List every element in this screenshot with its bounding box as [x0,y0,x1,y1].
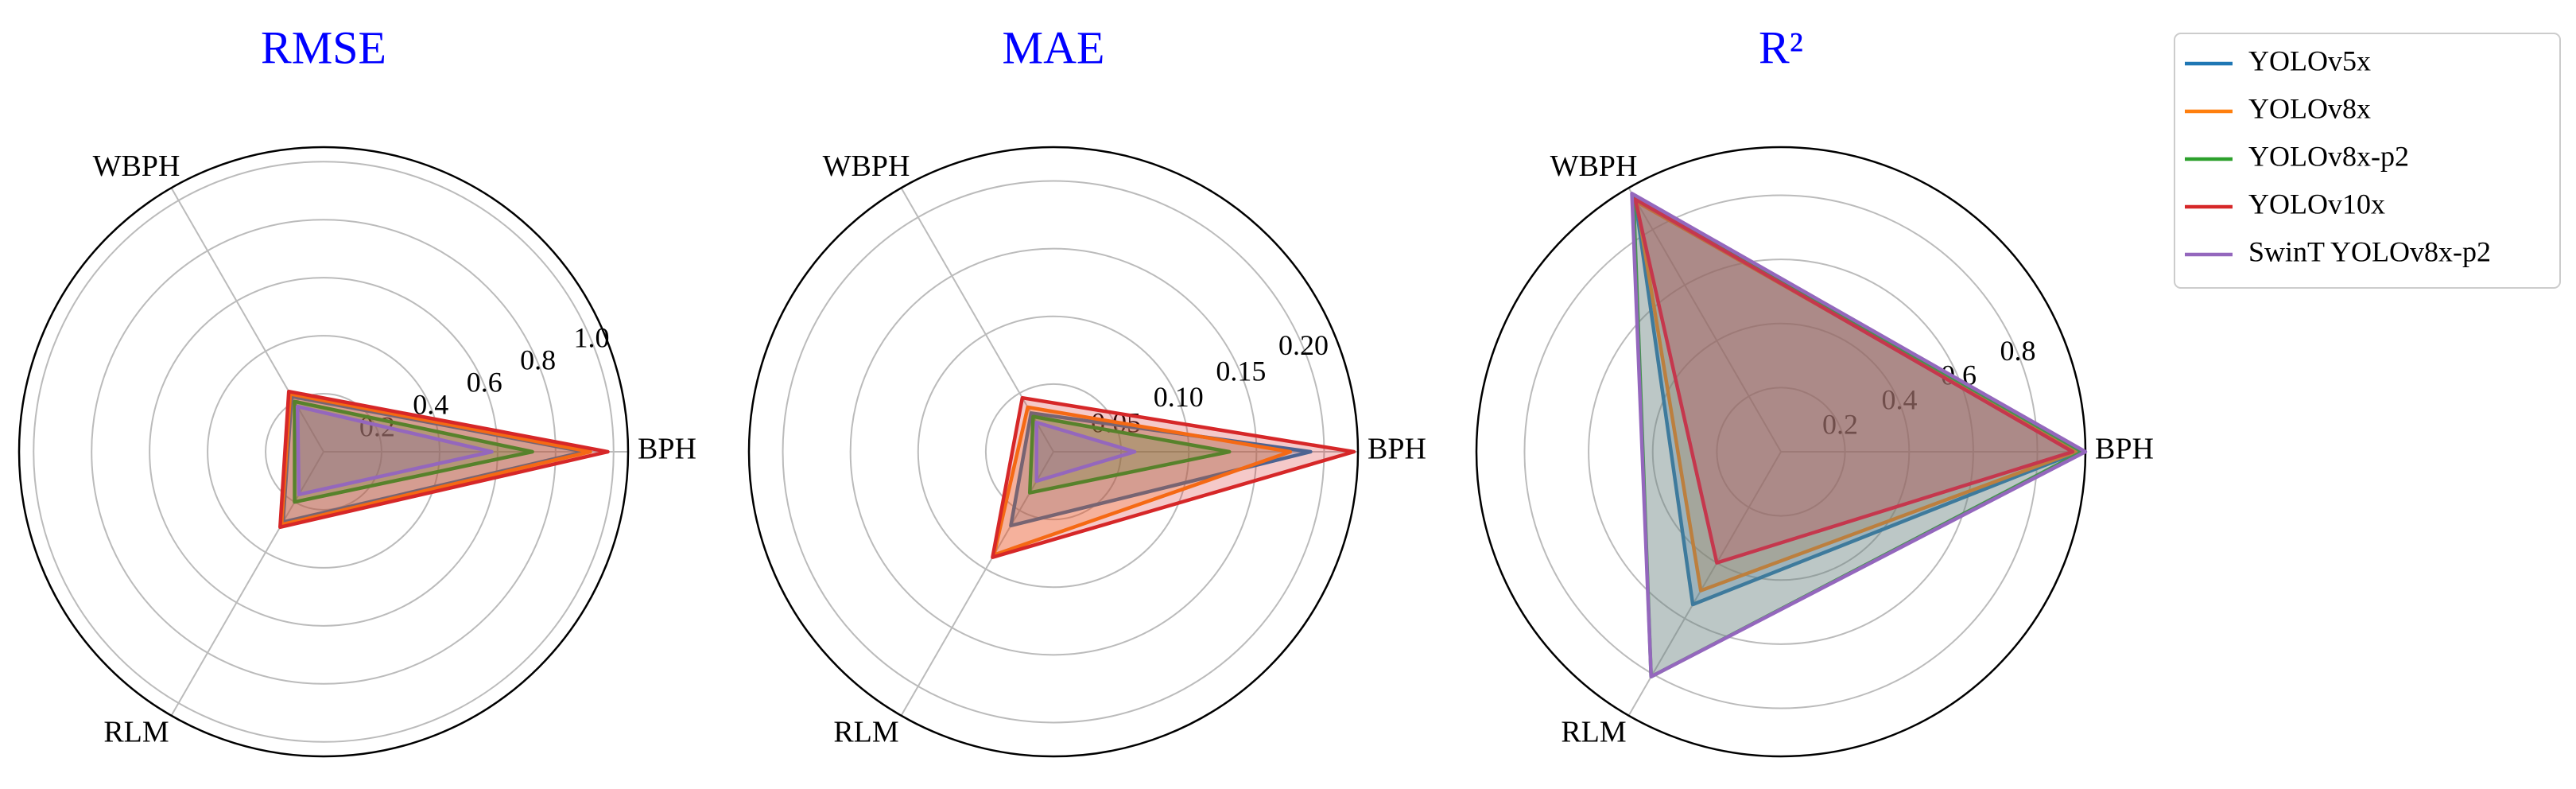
axis-label: RLM [833,716,898,749]
legend-box [2174,33,2561,289]
spoke [1627,451,1782,717]
r-tick-label: 0.20 [1278,329,1329,361]
chart-title: MAE [1003,21,1105,73]
r-tick-label: 0.6 [467,367,502,398]
axis-label: RLM [1561,716,1626,749]
axis-label: BPH [1368,433,1426,466]
r-tick-label: 1.0 [573,322,609,354]
legend-label: YOLOv10x [2248,188,2385,220]
series-area [278,389,610,530]
outer-circle [17,146,630,758]
axis-label: RLM [103,716,169,749]
series-area [1630,192,2088,679]
axis-label: BPH [638,433,696,466]
spoke [900,451,1054,717]
series-area [295,404,494,496]
axis-label: WBPH [1550,150,1638,183]
series-area [1633,197,2075,565]
axis-label: WBPH [93,150,180,183]
legend-label: YOLOv8x-p2 [2248,140,2409,172]
series-area [293,399,534,504]
spoke [1627,187,1782,453]
series-area [991,405,1293,557]
r-tick-label: 0.2 [1822,408,1858,440]
legend-label: YOLOv8x [2248,92,2371,124]
r-tick-label: 0.10 [1154,381,1204,413]
r-tick-label: 0.4 [1881,384,1917,416]
legend-label: YOLOv5x [2248,45,2371,76]
r-tick-label: 0.8 [520,344,556,376]
legend-label: SwinT YOLOv8x-p2 [2248,235,2491,267]
r-tick-label: 0.15 [1216,356,1266,387]
series-area [1034,420,1137,484]
axis-label: WBPH [823,150,910,183]
chart-title: RMSE [261,21,386,73]
axis-label: BPH [2095,433,2154,466]
chart-title: R² [1759,21,1803,73]
r-tick-label: 0.8 [2000,335,2035,367]
outer-circle [747,146,1360,758]
